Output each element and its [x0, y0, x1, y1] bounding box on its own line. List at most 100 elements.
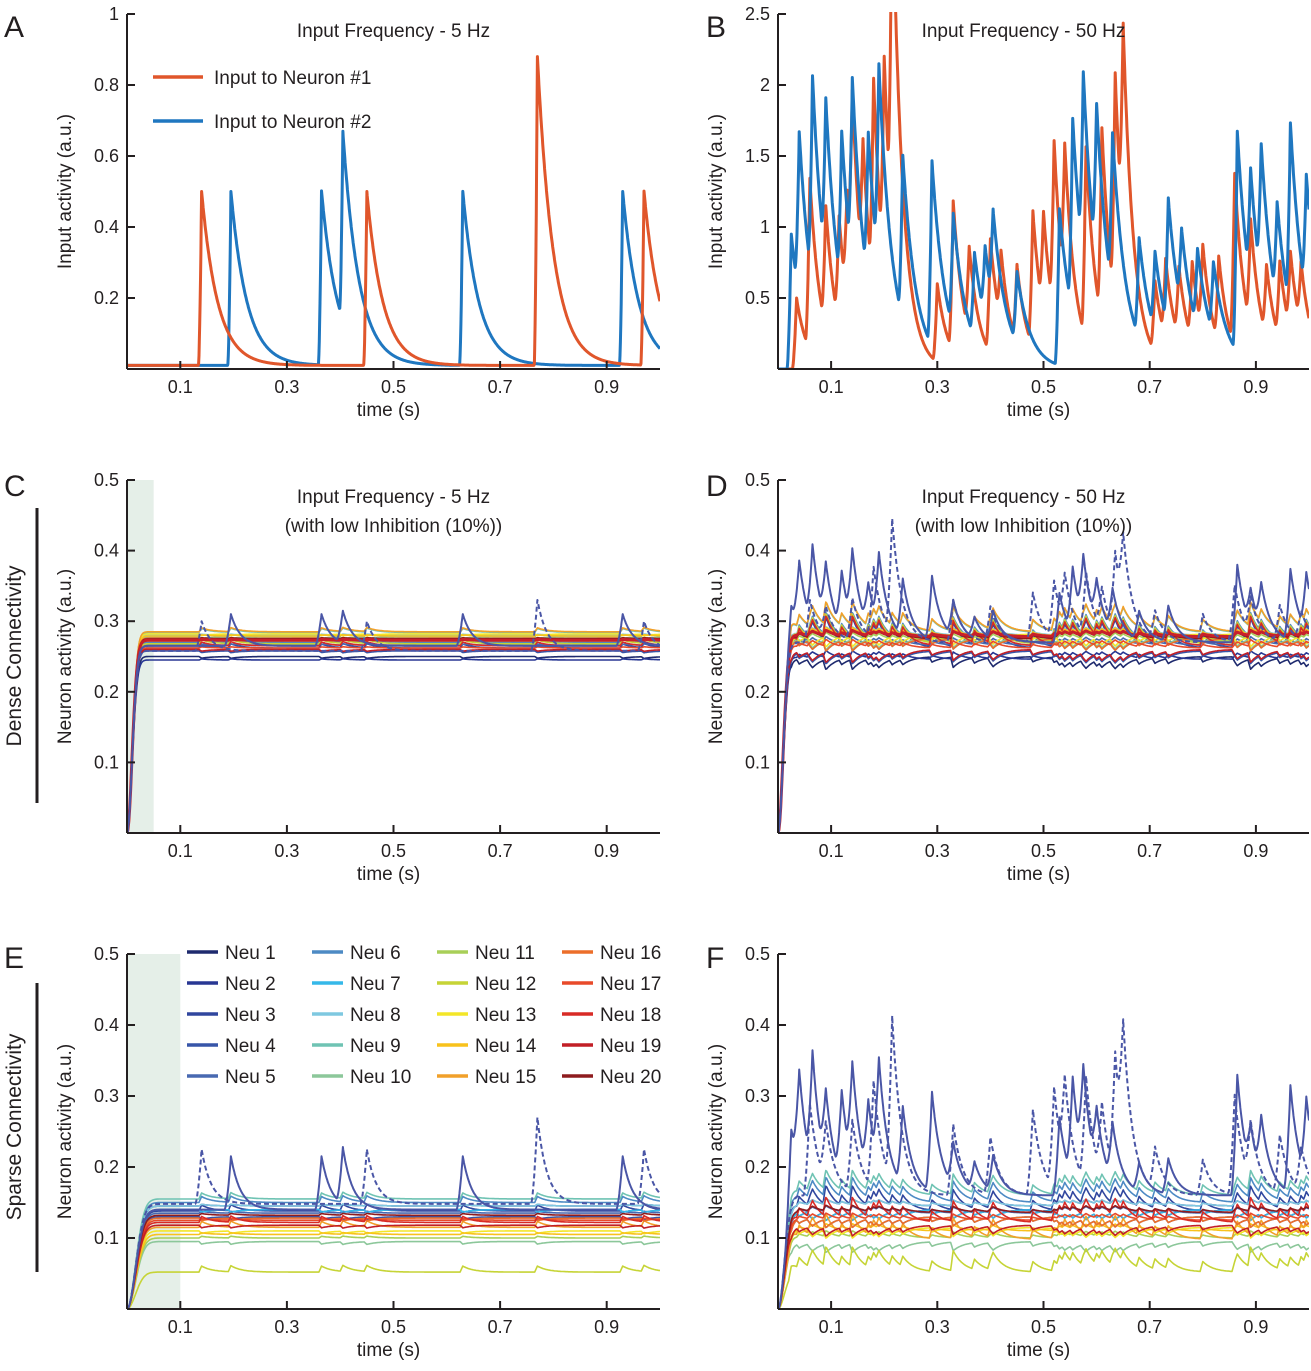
x-tick-label: 0.3	[274, 1317, 299, 1337]
neuron-trace-4	[127, 650, 660, 833]
neuron-trace-13	[127, 633, 660, 833]
legend-label: Input to Neuron #2	[214, 112, 371, 133]
x-axis-label: time (s)	[1007, 864, 1070, 885]
plot-area	[127, 954, 660, 1309]
x-tick-label: 0.5	[381, 377, 406, 397]
panel-title: Input Frequency - 50 Hz	[922, 487, 1126, 508]
y-tick-label: 0.3	[94, 1086, 119, 1106]
series-line-2	[127, 129, 660, 367]
neuron-trace-4	[778, 650, 1309, 833]
y-tick-label: 0.1	[94, 1228, 119, 1248]
neuron-trace-17	[127, 645, 660, 833]
y-tick-label: 0.1	[94, 752, 119, 772]
neuron-trace-18	[778, 615, 1309, 833]
plot-area	[778, 12, 1309, 369]
neuron-trace-14	[127, 633, 660, 833]
y-axis-label: Neuron activity (a.u.)	[55, 1044, 76, 1219]
neuron-trace-19	[127, 1224, 660, 1309]
neuron-trace-2	[778, 650, 1309, 833]
neuron-trace-17	[127, 1217, 660, 1309]
neuron-trace-18	[127, 640, 660, 833]
panel-b: 0.1 0.3 0.5 0.7 0.9 0.5 1 1.5 2 2.5 time (s) Input …	[706, 4, 1309, 421]
panels: Input to Neuron #1 Input to Neuron #2 0.1 0…	[55, 4, 1309, 1361]
active-neuron-solid	[127, 1146, 660, 1309]
x-tick-label: 0.1	[168, 377, 193, 397]
panel-title: (with low Inhibition (10%))	[915, 516, 1133, 537]
y-tick-label: 0.2	[94, 682, 119, 702]
y-tick-label: 2	[760, 75, 770, 95]
neuron-trace-10	[127, 635, 660, 833]
y-axis-label: Neuron activity (a.u.)	[706, 569, 727, 744]
neuron-trace-20	[778, 629, 1309, 833]
legend-label: Neu 19	[600, 1036, 661, 1057]
y-tick-label: 0.2	[745, 682, 770, 702]
x-axis-label: time (s)	[1007, 1340, 1070, 1361]
panel-f: 0.1 0.3 0.5 0.7 0.9 0.1 0.2 0.3 0.4 0.5 time (s) Ne…	[706, 944, 1309, 1361]
legend-label: Input to Neuron #1	[214, 68, 371, 89]
x-tick-label: 0.3	[274, 841, 299, 861]
legend-label: Neu 3	[225, 1005, 276, 1026]
x-tick-label: 0.5	[381, 841, 406, 861]
x-tick-label: 0.5	[1031, 377, 1056, 397]
neuron-trace-19	[778, 1224, 1309, 1309]
y-axis-label: Input activity (a.u.)	[55, 114, 76, 269]
neuron-trace-7	[127, 637, 660, 833]
legend-label: Neu 18	[600, 1005, 661, 1026]
y-tick-label: 0.4	[94, 541, 119, 561]
active-neuron-dashed	[778, 517, 1309, 833]
plot-area	[778, 1014, 1309, 1309]
y-tick-label: 0.5	[94, 470, 119, 490]
legend-label: Neu 12	[475, 974, 536, 995]
neuron-trace-6	[127, 1194, 660, 1309]
neuron-trace-highlight	[127, 637, 660, 833]
y-tick-label: 0.2	[745, 1157, 770, 1177]
neuron-trace-19	[127, 648, 660, 833]
neuron-trace-16	[127, 1217, 660, 1309]
x-tick-label: 0.7	[1137, 377, 1162, 397]
y-tick-label: 1	[109, 4, 119, 24]
x-axis-label: time (s)	[357, 400, 420, 421]
y-tick-label: 0.5	[745, 288, 770, 308]
y-axis-label: Input activity (a.u.)	[706, 114, 727, 269]
neuron-trace-18	[127, 1214, 660, 1309]
neuron-trace-3	[127, 642, 660, 833]
x-tick-label: 0.3	[925, 377, 950, 397]
neuron-trace-10	[778, 636, 1309, 833]
x-tick-label: 0.7	[1137, 841, 1162, 861]
y-tick-label: 0.3	[745, 1086, 770, 1106]
x-tick-label: 0.3	[274, 377, 299, 397]
y-tick-label: 0.5	[745, 944, 770, 964]
x-tick-label: 0.7	[488, 377, 513, 397]
active-neuron-solid	[127, 609, 660, 833]
panel-letter-e: E	[4, 942, 24, 975]
x-tick-label: 0.1	[819, 1317, 844, 1337]
panel-letter-b: B	[706, 11, 726, 44]
shaded-region	[127, 954, 181, 1309]
neuron-trace-6	[778, 1176, 1309, 1309]
y-tick-label: 0.2	[94, 288, 119, 308]
neuron-trace-14	[127, 1231, 660, 1309]
legend-label: Neu 13	[475, 1005, 536, 1026]
x-tick-label: 0.1	[168, 1317, 193, 1337]
panel-letter-a: A	[4, 11, 24, 44]
y-tick-label: 0.3	[94, 611, 119, 631]
y-tick-label: 0.8	[94, 75, 119, 95]
legend-label: Neu 10	[350, 1067, 411, 1088]
legend-label: Neu 8	[350, 1005, 401, 1026]
x-tick-label: 0.5	[381, 1317, 406, 1337]
panel-title: Input Frequency - 50 Hz	[922, 21, 1126, 42]
neuron-trace-8	[127, 633, 660, 833]
neuron-trace-10	[778, 1241, 1309, 1309]
y-tick-label: 2.5	[745, 4, 770, 24]
neuron-trace-9	[127, 1191, 660, 1309]
x-tick-label: 0.5	[1031, 841, 1056, 861]
legend-label: Neu 2	[225, 974, 276, 995]
active-neuron-solid	[778, 1049, 1309, 1309]
neuron-trace-6	[127, 637, 660, 833]
y-axis-label: Neuron activity (a.u.)	[55, 569, 76, 744]
panel-letter-c: C	[4, 470, 26, 503]
neuron-trace-highlight	[778, 628, 1309, 833]
y-tick-label: 0.1	[745, 752, 770, 772]
x-tick-label: 0.1	[168, 841, 193, 861]
neuron-trace-16	[127, 637, 660, 833]
